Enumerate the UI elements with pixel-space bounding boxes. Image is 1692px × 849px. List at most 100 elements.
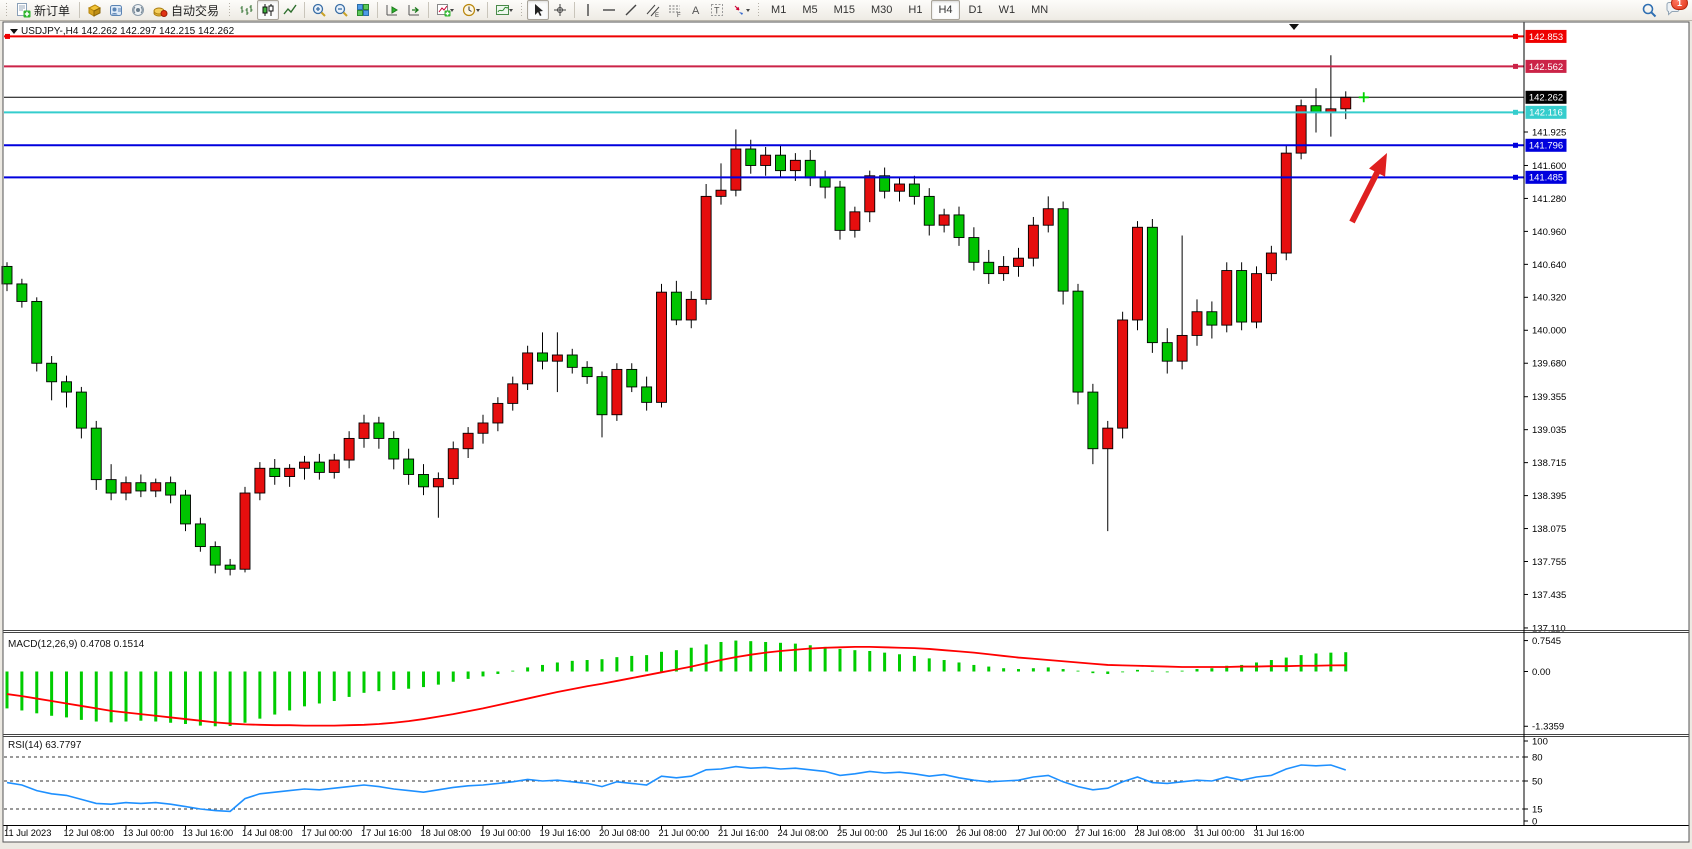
down-candle (31, 300, 43, 364)
up-candle (894, 183, 905, 192)
timeframe-m5-button[interactable]: M5 (802, 4, 818, 16)
timeframe-d1-button[interactable]: D1 (968, 4, 983, 16)
svg-text:141.485: 141.485 (1529, 173, 1563, 184)
annotation-arrow-head[interactable] (1369, 153, 1387, 177)
data-window-button[interactable] (105, 0, 127, 20)
down-candle (209, 546, 221, 566)
crosshair-icon (552, 2, 568, 18)
up-candle (120, 482, 132, 494)
auto-trading-icon (152, 2, 168, 18)
down-candle (135, 482, 147, 492)
zoom-out-button[interactable] (330, 0, 352, 20)
timeframe-m30-button[interactable]: M30 (871, 4, 893, 16)
vertical-line-tool[interactable] (578, 0, 598, 20)
cursor-tool-button[interactable] (527, 0, 550, 20)
down-candle (1087, 391, 1099, 450)
svg-text:80: 80 (1532, 752, 1543, 763)
symbol-dropdown-icon[interactable] (10, 29, 18, 34)
up-candle (685, 298, 697, 321)
template-button[interactable] (491, 0, 517, 20)
separator (79, 2, 81, 18)
timeframe-h4-button[interactable]: H4 (931, 0, 960, 20)
auto-scroll-button[interactable] (381, 0, 403, 20)
chart-shift-button[interactable] (403, 0, 425, 20)
trendline-tool[interactable] (620, 0, 642, 20)
tile-windows-button[interactable] (352, 0, 374, 20)
down-candle (90, 427, 102, 481)
zoom-in-button[interactable] (308, 0, 330, 20)
svg-text:-1.3359: -1.3359 (1532, 722, 1564, 733)
fibonacci-tool[interactable]: F (664, 0, 686, 20)
separator (428, 2, 430, 18)
navigator-button[interactable] (127, 0, 149, 20)
up-candle (239, 492, 251, 570)
rsi-panel: 100 80 50 150 RSI(14) 63.7797 (4, 736, 1548, 827)
timeframe-m15-button[interactable]: M15 (833, 4, 855, 16)
text-tool[interactable]: A (686, 0, 706, 20)
price-badge (1525, 29, 1567, 43)
horizontal-line-tool[interactable] (598, 0, 620, 20)
notifications-button[interactable]: 1 (1664, 0, 1688, 20)
add-indicator-button[interactable] (432, 0, 458, 20)
down-candle (1310, 105, 1322, 113)
separator (304, 2, 306, 18)
arrows-tool[interactable] (728, 0, 754, 20)
up-candle (284, 467, 296, 477)
up-candle (492, 402, 504, 424)
timeframe-h1-button[interactable]: H1 (908, 4, 923, 16)
auto-trading-button[interactable]: 自动交易 (149, 0, 225, 20)
bar-chart-button[interactable] (235, 0, 257, 20)
date-label: 31 Jul 16:00 (1254, 828, 1305, 838)
up-candle (551, 354, 563, 362)
auto-trading-label: 自动交易 (171, 3, 220, 18)
up-candle (1013, 257, 1024, 267)
up-candle (1221, 270, 1233, 326)
new-order-button[interactable]: 新订单 (12, 0, 76, 20)
annotation-arrow-shaft[interactable] (1349, 167, 1382, 224)
candlestick-chart-button[interactable] (257, 0, 280, 20)
up-candle (938, 214, 950, 226)
down-candle (269, 467, 281, 477)
market-watch-button[interactable] (83, 0, 105, 20)
line-chart-button[interactable] (279, 0, 301, 20)
up-candle (730, 148, 742, 191)
separator (377, 2, 379, 18)
up-candle (611, 368, 623, 416)
candlestick-icon (260, 2, 276, 18)
date-label: 31 Jul 00:00 (1194, 828, 1245, 838)
date-label: 11 Jul 2023 (4, 828, 51, 838)
date-label: 24 Jul 08:00 (778, 828, 829, 838)
down-candle (1, 265, 13, 285)
period-button[interactable] (458, 0, 484, 20)
down-candle (180, 494, 191, 525)
up-candle (849, 211, 861, 231)
timeframe-m1-button[interactable]: M1 (771, 4, 787, 16)
down-candle (581, 366, 593, 378)
search-icon[interactable] (1641, 2, 1658, 19)
toolbar-grip (4, 2, 9, 18)
template-icon (494, 2, 514, 18)
chart-shift-marker[interactable] (1289, 24, 1299, 30)
vertical-line-icon (581, 2, 595, 18)
tile-windows-icon (355, 2, 371, 18)
date-label: 27 Jul 16:00 (1075, 828, 1126, 838)
equidistant-channel-tool[interactable]: E (642, 0, 664, 20)
text-label-tool[interactable]: T (706, 0, 728, 20)
new-order-label: 新订单 (34, 3, 71, 18)
svg-text:E: E (655, 13, 659, 18)
crosshair-tool-button[interactable] (549, 0, 571, 20)
horizontal-levels[interactable]: 142.853 142.562 142.262 142.116 141.796 141.4… (4, 29, 1567, 184)
svg-text:139.035: 139.035 (1532, 425, 1566, 436)
timeframe-w1-button[interactable]: W1 (998, 4, 1016, 16)
svg-text:0.00: 0.00 (1532, 667, 1551, 678)
date-label: 27 Jul 00:00 (1016, 828, 1067, 838)
timeframe-mn-button[interactable]: MN (1031, 4, 1049, 16)
svg-text:140.000: 140.000 (1532, 326, 1566, 337)
up-candle (507, 383, 519, 404)
svg-text:100: 100 (1532, 736, 1548, 747)
toolbar: 新订单 自动交易 (0, 0, 1692, 21)
svg-text:0: 0 (1532, 816, 1537, 827)
chart-title: USDJPY-,H4 142.262 142.297 142.215 142.2… (21, 26, 235, 37)
up-candle (1176, 334, 1188, 362)
